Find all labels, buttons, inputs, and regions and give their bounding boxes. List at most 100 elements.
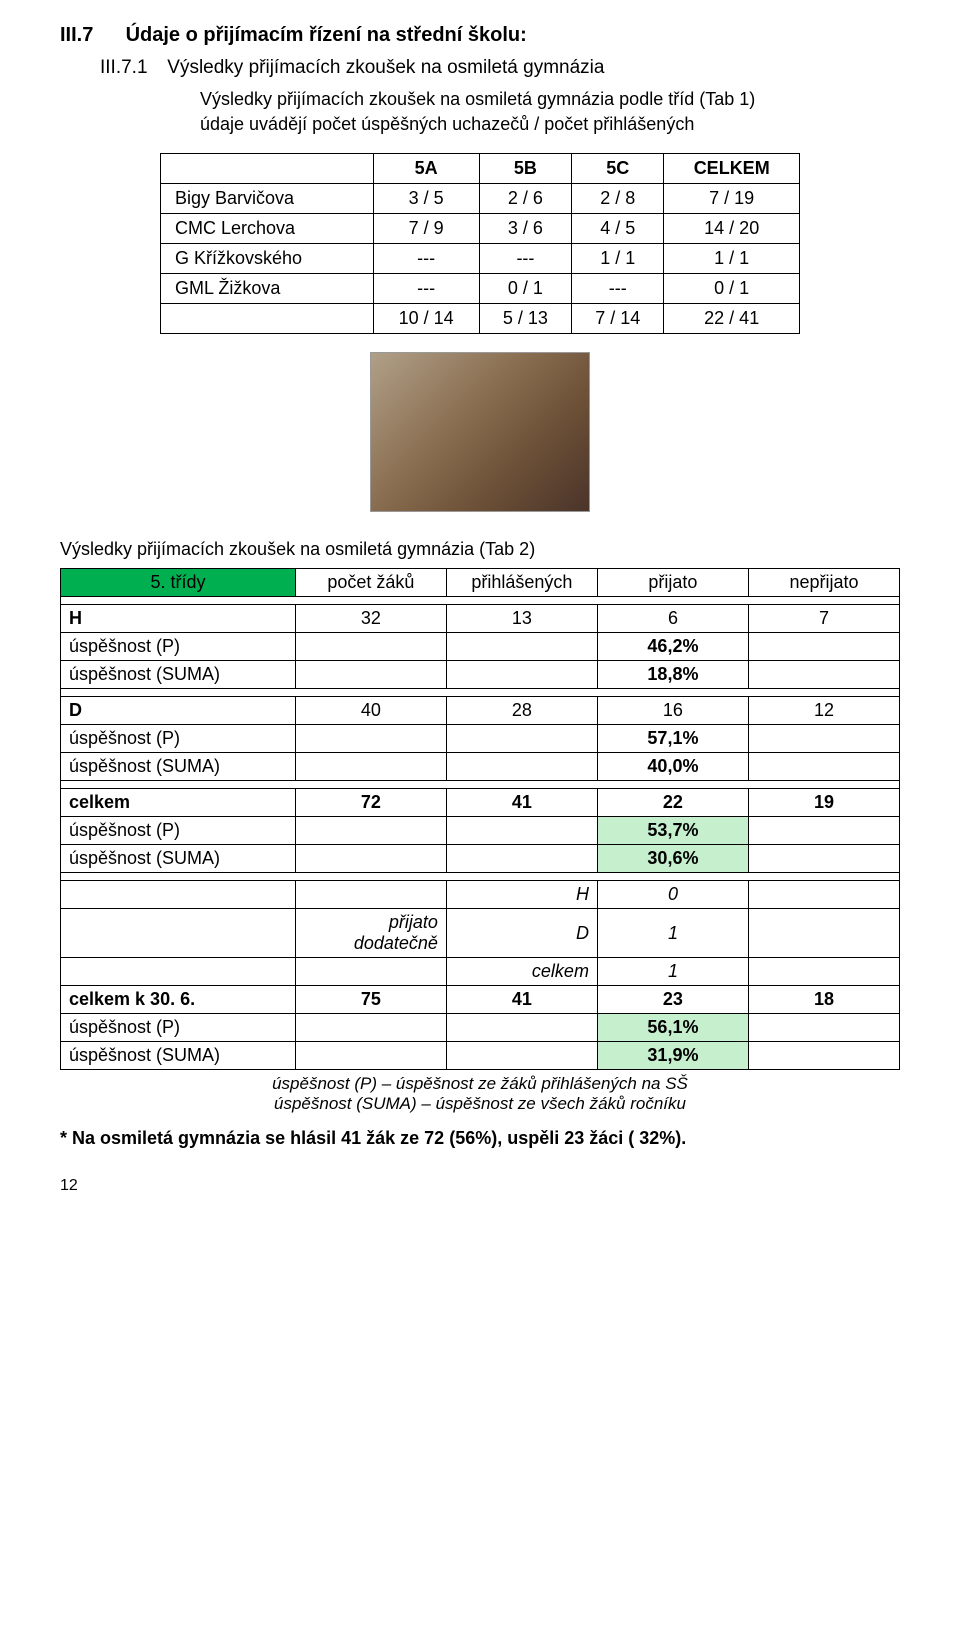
table2-cell-empty (295, 958, 446, 986)
table2-cell: 28 (446, 697, 597, 725)
table2-cell-empty (748, 909, 899, 958)
classroom-photo (370, 352, 590, 512)
table1-cell: --- (373, 274, 479, 304)
table2-cell: 72 (295, 789, 446, 817)
table1-empty-header (161, 154, 374, 184)
table2-s-val: 40,0% (597, 753, 748, 781)
table1-total: 10 / 14 (373, 304, 479, 334)
table2-p-label: úspěšnost (P) (61, 725, 296, 753)
table2-p-label: úspěšnost (P) (61, 633, 296, 661)
table2-cell-empty (748, 817, 899, 845)
table2-cell-empty (61, 958, 296, 986)
table2-cell-empty (446, 633, 597, 661)
table2-cell-empty (446, 845, 597, 873)
table2-header: přihlášených (446, 569, 597, 597)
table2-extra-key: D (446, 909, 597, 958)
table2-header: nepřijato (748, 569, 899, 597)
table2-spacer (61, 873, 900, 881)
table2-cell-empty (446, 817, 597, 845)
table2-cell: 7 (748, 605, 899, 633)
table2-cell: 18 (748, 986, 899, 1014)
table2-cell-empty (61, 909, 296, 958)
table2-cell: 32 (295, 605, 446, 633)
table2-p-val: 53,7% (597, 817, 748, 845)
table2-spacer (61, 597, 900, 605)
table1-header: CELKEM (664, 154, 800, 184)
table2-cell: 19 (748, 789, 899, 817)
table2-row-label: D (61, 697, 296, 725)
table-1: 5A 5B 5C CELKEM Bigy Barvičova 3 / 5 2 /… (160, 153, 800, 334)
table2-cell: 12 (748, 697, 899, 725)
table2-cell-empty (295, 817, 446, 845)
table2-final-label: celkem k 30. 6. (61, 986, 296, 1014)
table2-cell: 16 (597, 697, 748, 725)
table2-cell-empty (295, 633, 446, 661)
table2-cell: 22 (597, 789, 748, 817)
table2-spacer (61, 781, 900, 789)
table2-p-val: 57,1% (597, 725, 748, 753)
table1-row-label: CMC Lerchova (161, 214, 374, 244)
table2-cell: 41 (446, 986, 597, 1014)
table1-header: 5A (373, 154, 479, 184)
table1-cell: 7 / 9 (373, 214, 479, 244)
table2-s-label: úspěšnost (SUMA) (61, 1042, 296, 1070)
table1-header: 5B (479, 154, 571, 184)
table1-cell: 2 / 6 (479, 184, 571, 214)
table2-cell: 6 (597, 605, 748, 633)
table1-header: 5C (572, 154, 664, 184)
table1-cell: 1 / 1 (664, 244, 800, 274)
table2-cell-empty (446, 1014, 597, 1042)
table2-p-label: úspěšnost (P) (61, 817, 296, 845)
table1-cell: --- (572, 274, 664, 304)
table1-cell: --- (373, 244, 479, 274)
table2-cell-empty (295, 1042, 446, 1070)
table2-p-label: úspěšnost (P) (61, 1014, 296, 1042)
section-number: III.7 (60, 24, 120, 47)
subsection-title: Výsledky přijímacích zkoušek na osmiletá… (167, 57, 604, 78)
table2-p-val: 46,2% (597, 633, 748, 661)
table2-cell-empty (446, 753, 597, 781)
table2-extra-val: 1 (597, 958, 748, 986)
table1-cell: 3 / 5 (373, 184, 479, 214)
table2-cell-empty (748, 1042, 899, 1070)
table2-cell-empty (446, 661, 597, 689)
footnote-2: úspěšnost (SUMA) – úspěšnost ze všech žá… (60, 1094, 900, 1114)
table2-cell-empty (61, 881, 296, 909)
table2-cell-empty (295, 725, 446, 753)
table2-header: přijato (597, 569, 748, 597)
table2-cell-empty (748, 633, 899, 661)
table2-s-label: úspěšnost (SUMA) (61, 661, 296, 689)
table2-cell: 23 (597, 986, 748, 1014)
table2-cell-empty (748, 845, 899, 873)
table1-total: 7 / 14 (572, 304, 664, 334)
table2-cell-empty (446, 1042, 597, 1070)
table2-cell: 41 (446, 789, 597, 817)
subsection-desc-1: Výsledky přijímacích zkoušek na osmiletá… (200, 89, 900, 110)
table2-s-val: 30,6% (597, 845, 748, 873)
classroom-photo-wrap (60, 352, 900, 517)
section-heading: III.7 Údaje o přijímacím řízení na střed… (60, 24, 900, 47)
table2-row-label: celkem (61, 789, 296, 817)
table1-total: 5 / 13 (479, 304, 571, 334)
table2-cell-empty (295, 1014, 446, 1042)
footnote-1: úspěšnost (P) – úspěšnost ze žáků přihlá… (60, 1074, 900, 1094)
table2-p-val: 56,1% (597, 1014, 748, 1042)
table1-cell: 0 / 1 (664, 274, 800, 304)
table2-cell-empty (748, 661, 899, 689)
table2-cell-empty (446, 725, 597, 753)
table1-cell: 3 / 6 (479, 214, 571, 244)
table1-cell: 4 / 5 (572, 214, 664, 244)
table2-cell-empty (748, 958, 899, 986)
table1-cell: 14 / 20 (664, 214, 800, 244)
table2-title: Výsledky přijímacích zkoušek na osmiletá… (60, 539, 900, 560)
table2-cell-empty (295, 753, 446, 781)
page-number: 12 (60, 1177, 900, 1195)
table2-s-val: 18,8% (597, 661, 748, 689)
table1-cell: 2 / 8 (572, 184, 664, 214)
table2-cell: 40 (295, 697, 446, 725)
table1-row-label: Bigy Barvičova (161, 184, 374, 214)
table2-extra-val: 1 (597, 909, 748, 958)
table1-totals-empty (161, 304, 374, 334)
table2-extra-label: přijato dodatečně (295, 909, 446, 958)
subsection-number: III.7.1 (100, 57, 162, 79)
